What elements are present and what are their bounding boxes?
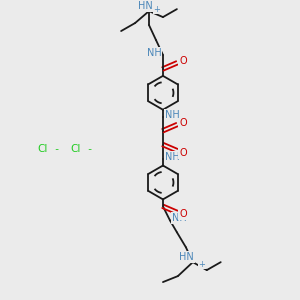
Text: O: O <box>179 148 187 158</box>
Text: O: O <box>179 209 187 219</box>
Text: Cl: Cl <box>37 144 48 154</box>
Text: NH: NH <box>172 213 186 223</box>
Text: HN: HN <box>179 252 194 262</box>
Text: O: O <box>179 118 187 128</box>
Text: +: + <box>154 4 160 14</box>
Text: +: + <box>198 260 205 268</box>
Text: NH: NH <box>164 110 179 120</box>
Text: -: - <box>85 144 92 154</box>
Text: O: O <box>179 56 187 66</box>
Text: NH: NH <box>164 152 179 162</box>
Text: Cl: Cl <box>70 144 80 154</box>
Text: -: - <box>52 144 59 154</box>
Text: HN: HN <box>138 1 152 11</box>
Text: NH: NH <box>147 48 161 58</box>
